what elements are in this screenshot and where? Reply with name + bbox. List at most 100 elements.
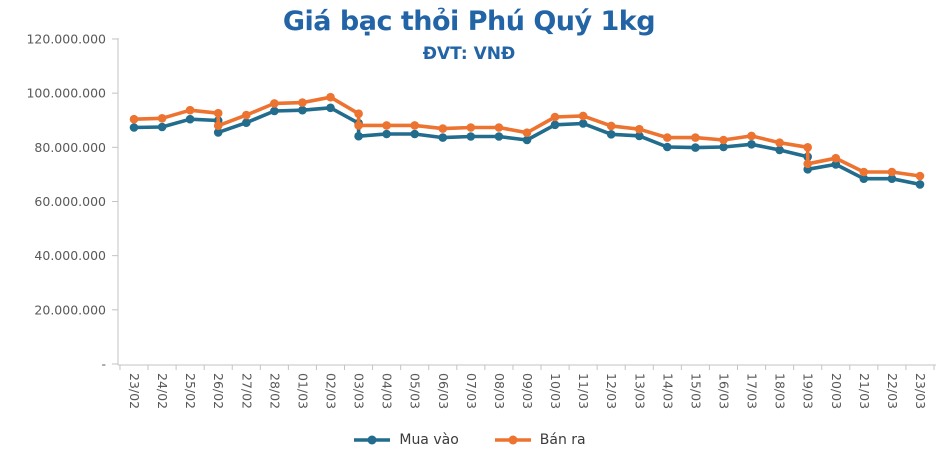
x-axis-label: 09/03 [520,373,535,409]
series-marker-1 [129,114,139,124]
series-marker-1 [663,133,672,142]
series-marker-1 [382,121,391,130]
series-marker-1 [550,112,560,122]
series-marker-0 [185,114,195,124]
x-axis-label: 07/03 [464,373,479,409]
series-marker-1 [606,121,616,131]
series-marker-0 [382,129,391,139]
y-axis-label: 20.000.000 [34,302,106,317]
series-marker-0 [270,106,279,116]
line-marker-icon [354,435,391,445]
x-axis-label: 17/03 [745,373,760,409]
x-axis-label: 18/03 [773,373,788,409]
x-axis-label: 20/03 [829,373,844,409]
series-marker-1 [157,114,167,123]
x-axis-label: 01/03 [295,373,310,409]
x-axis-label: 03/03 [352,373,367,409]
x-axis-label: 08/03 [492,373,507,409]
series-marker-1 [185,105,195,115]
x-axis-label: 11/03 [576,373,591,409]
x-axis-label: 15/03 [688,373,703,409]
legend-item-mua-vao: Mua vào [352,432,459,448]
x-axis-label: 23/02 [127,373,142,409]
series-marker-0 [606,130,616,139]
line-marker-icon [494,435,531,445]
x-axis-label: 05/03 [408,373,423,409]
x-axis-label: 14/03 [660,373,675,409]
x-axis-label: 27/02 [239,373,254,409]
series-marker-0 [298,105,307,115]
series-marker-0 [242,118,251,127]
y-axis-label: - [101,357,106,372]
legend-item-ban-ra: Bán ra [493,432,586,448]
series-marker-1 [270,99,279,108]
series-marker-1 [775,138,784,147]
legend-label-ban-ra: Bán ra [539,432,586,448]
series-marker-1 [354,109,363,118]
series-marker-1 [635,124,644,134]
series-marker-1 [410,121,420,130]
series-marker-1 [691,133,700,142]
series-marker-1 [438,124,448,133]
series-marker-1 [859,167,869,177]
series-marker-1 [747,131,756,141]
x-axis-label: 19/03 [801,373,816,409]
series-marker-0 [438,133,448,142]
series-marker-1 [213,121,223,130]
series-marker-0 [663,142,672,152]
series-marker-0 [326,103,335,113]
x-axis-label: 04/03 [380,373,395,409]
series-marker-1 [578,111,588,121]
series-marker-1 [298,98,307,107]
series-marker-1 [831,153,841,163]
series-marker-0 [157,122,167,132]
series-marker-0 [494,132,504,141]
series-marker-0 [831,160,841,169]
series-marker-0 [578,119,588,128]
series-marker-1 [354,121,363,130]
chart-subtitle: ĐVT: VNĐ [422,44,516,64]
series-marker-1 [494,123,504,132]
x-axis-label: 12/03 [604,373,619,409]
x-axis-label: 16/03 [716,373,731,409]
series-marker-1 [803,159,812,169]
series-marker-1 [326,92,335,102]
series-marker-1 [887,167,897,177]
series-marker-1 [242,110,251,120]
series-marker-0 [635,131,644,141]
y-axis-label: 100.000.000 [26,86,106,101]
x-axis-label: 06/03 [436,373,451,409]
series-marker-0 [522,135,532,145]
series-marker-1 [803,143,812,152]
series-marker-0 [859,174,869,183]
series-marker-0 [213,128,223,137]
x-axis-label: 22/03 [885,373,900,409]
x-axis-label: 02/03 [323,373,338,409]
x-axis-label: 10/03 [548,373,563,409]
chart-title: Giá bạc thỏi Phú Quý 1kg [282,6,656,37]
x-axis-label: 25/02 [183,373,198,409]
series-marker-1 [719,135,728,145]
series-marker-0 [915,180,925,189]
series-marker-0 [354,131,363,141]
series-marker-0 [466,132,476,141]
x-axis-label: 24/02 [155,373,170,409]
y-axis-label: 40.000.000 [34,248,106,263]
x-axis-label: 28/02 [267,373,282,409]
series-marker-0 [410,129,420,139]
x-axis-label: 26/02 [211,373,226,409]
series-marker-0 [747,140,756,149]
series-marker-0 [719,142,728,152]
series-marker-0 [775,145,784,155]
series-marker-1 [522,128,532,137]
y-axis-label: 60.000.000 [34,194,106,209]
series-line-1 [132,95,922,178]
y-axis-label: 120.000.000 [26,31,106,46]
x-axis-label: 13/03 [632,373,647,409]
series-marker-1 [915,171,925,181]
series-marker-0 [691,143,700,152]
series-marker-1 [466,123,476,132]
series-marker-0 [887,174,897,183]
